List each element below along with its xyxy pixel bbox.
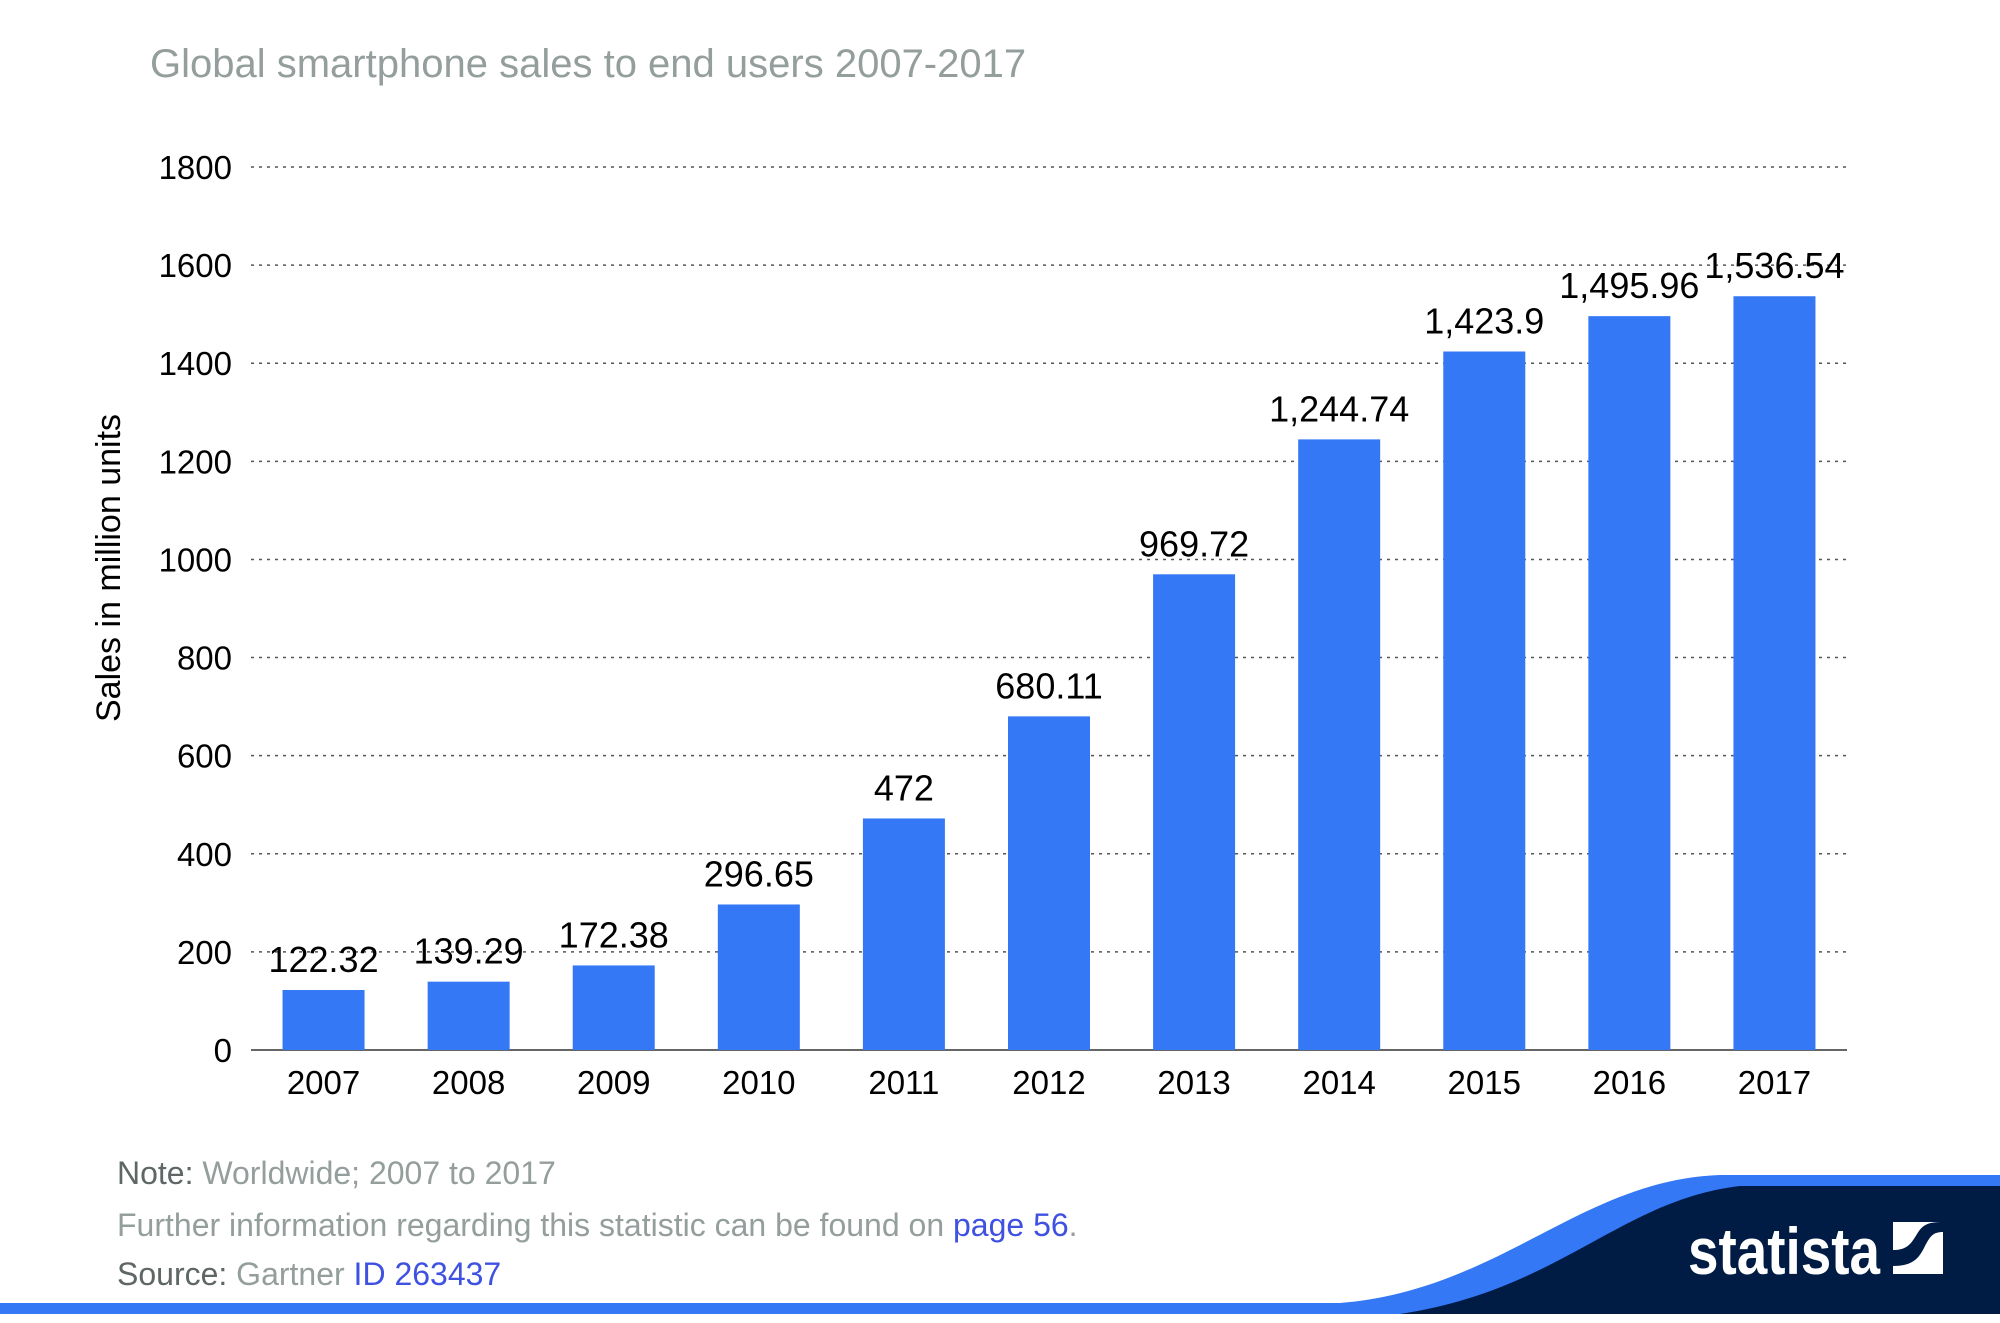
data-label: 969.72	[1139, 523, 1249, 564]
y-tick-label: 1200	[159, 443, 232, 480]
page-link[interactable]: page 56	[953, 1207, 1069, 1243]
data-label: 1,244.74	[1269, 388, 1409, 429]
data-label: 296.65	[704, 853, 814, 894]
statista-wordmark: statista	[1688, 1214, 1881, 1288]
bar-2013	[1153, 574, 1236, 1050]
bar-2014	[1298, 439, 1381, 1050]
y-tick-label: 200	[177, 934, 232, 971]
data-label: 172.38	[559, 914, 669, 955]
x-tick-label: 2009	[577, 1064, 650, 1101]
x-tick-label: 2015	[1448, 1064, 1521, 1101]
bar-2012	[1008, 716, 1090, 1050]
data-label: 1,495.96	[1559, 265, 1699, 306]
y-tick-label: 400	[177, 836, 232, 873]
bar-2008	[427, 981, 510, 1050]
data-label: 122.32	[268, 939, 378, 980]
bar-2017	[1733, 296, 1816, 1050]
bar-2016	[1588, 316, 1671, 1050]
y-tick-label: 800	[177, 640, 232, 677]
bar-2009	[572, 965, 655, 1050]
x-tick-label: 2007	[287, 1064, 360, 1101]
x-tick-label: 2017	[1738, 1064, 1811, 1101]
y-tick-label: 1400	[159, 345, 232, 382]
y-tick-label: 1800	[159, 149, 232, 186]
bar-2010	[717, 904, 800, 1050]
footer-source: Source: Gartner ID 263437	[117, 1256, 502, 1292]
chart-title: Global smartphone sales to end users 200…	[150, 42, 1027, 86]
data-label: 680.11	[995, 665, 1102, 706]
y-tick-label: 1600	[159, 247, 232, 284]
y-tick-label: 0	[214, 1032, 232, 1069]
bar-2015	[1443, 351, 1526, 1051]
bar-2007	[282, 989, 365, 1050]
statista-logo-icon	[1893, 1222, 1943, 1274]
data-label: 1,423.9	[1424, 300, 1544, 341]
data-label: 472	[874, 767, 934, 808]
footer-note: Note: Worldwide; 2007 to 2017	[117, 1155, 556, 1191]
data-label: 139.29	[414, 931, 524, 972]
x-tick-label: 2008	[432, 1064, 505, 1101]
x-tick-label: 2016	[1593, 1064, 1666, 1101]
x-tick-label: 2012	[1012, 1064, 1085, 1101]
footer-info: Further information regarding this stati…	[117, 1207, 1078, 1243]
x-tick-label: 2011	[868, 1064, 939, 1101]
y-tick-label: 1000	[159, 541, 232, 578]
footer-blue-band	[0, 1175, 2000, 1314]
y-axis-label: Sales in million units	[90, 414, 128, 722]
footer-navy-wave	[1400, 1186, 2000, 1314]
data-label: 1,536.54	[1704, 245, 1844, 286]
x-tick-label: 2010	[722, 1064, 795, 1101]
x-tick-label: 2013	[1157, 1064, 1230, 1101]
statistic-id-link[interactable]: ID 263437	[353, 1256, 502, 1292]
x-tick-label: 2014	[1302, 1064, 1375, 1101]
y-tick-label: 600	[177, 738, 232, 775]
bar-2011	[862, 818, 945, 1050]
